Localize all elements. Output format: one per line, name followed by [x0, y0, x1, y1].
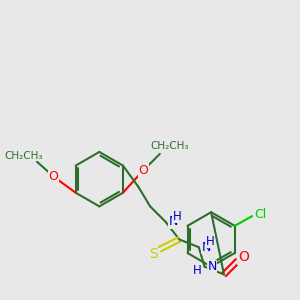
- Text: S: S: [149, 247, 158, 261]
- Text: N: N: [208, 260, 217, 273]
- Text: Cl: Cl: [254, 208, 266, 221]
- Text: H: H: [206, 235, 215, 248]
- Text: N: N: [202, 241, 211, 254]
- Text: H: H: [173, 210, 182, 223]
- Text: N: N: [169, 215, 178, 228]
- Text: O: O: [138, 164, 148, 177]
- Text: O: O: [49, 170, 58, 183]
- Text: H: H: [192, 264, 201, 277]
- Text: CH₂CH₃: CH₂CH₃: [150, 141, 189, 151]
- Text: O: O: [238, 250, 249, 264]
- Text: CH₂CH₃: CH₂CH₃: [4, 151, 43, 161]
